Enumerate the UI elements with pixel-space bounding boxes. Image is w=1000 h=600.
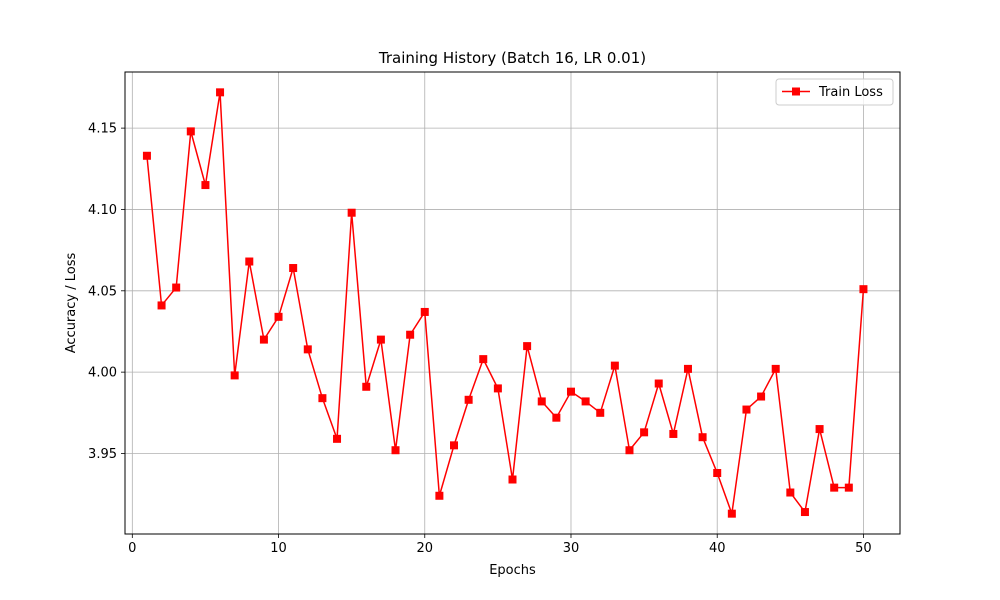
data-point [537,397,546,406]
data-point [230,371,239,380]
y-tick-label: 4.00 [88,366,117,381]
data-point [435,491,444,500]
data-point [318,394,327,403]
x-tick-label: 40 [709,541,726,556]
data-point [157,301,166,310]
data-point [625,446,634,455]
data-point [742,405,751,414]
data-point [844,483,853,492]
y-axis-label: Accuracy / Loss [64,253,79,354]
data-point [552,413,561,422]
series-layer [142,88,868,518]
data-point [274,312,283,321]
data-point [654,379,663,388]
data-point [391,446,400,455]
data-point [493,384,502,393]
data-point [216,88,225,97]
chart-title: Training History (Batch 16, LR 0.01) [378,49,646,67]
data-point [786,488,795,497]
data-point [581,397,590,406]
data-point [406,330,415,339]
data-point [610,361,619,370]
data-point [815,425,824,434]
data-point [420,307,429,316]
data-point [800,508,809,517]
legend-label-train-loss: Train Loss [818,85,883,100]
data-point [362,382,371,391]
data-point [303,345,312,354]
data-point [450,441,459,450]
data-point [757,392,766,401]
data-point [464,395,473,404]
data-point [566,387,575,396]
y-tick-label: 4.05 [88,284,117,299]
data-point [201,181,210,190]
data-point [347,208,356,217]
legend-box [775,78,894,106]
data-point [727,509,736,518]
data-point [259,335,268,344]
data-point [771,364,780,373]
data-point [508,475,517,484]
data-point [713,468,722,477]
data-point [830,483,839,492]
data-point [596,408,605,417]
data-point [333,434,342,443]
data-point [479,355,488,364]
axis-ticks: 0 10 20 30 40 50 3.95 4.00 4.05 4.10 4.15 [88,122,872,556]
data-point [683,364,692,373]
y-tick-label: 4.15 [88,122,117,137]
x-tick-label: 0 [128,541,136,556]
y-tick-label: 4.10 [88,203,117,218]
data-point [669,429,678,438]
legend: Train Loss [775,78,894,106]
x-tick-label: 20 [416,541,433,556]
x-tick-label: 30 [563,541,580,556]
data-point [523,342,532,351]
data-point [376,335,385,344]
y-tick-label: 3.95 [88,447,117,462]
legend-marker-train-loss [792,87,800,96]
data-point [859,285,868,294]
data-point [289,264,298,273]
data-point [698,433,707,442]
plot-frame [124,71,901,535]
x-axis-label: Epochs [489,563,536,578]
data-point [172,283,181,292]
x-tick-label: 10 [270,541,287,556]
data-point [640,428,649,437]
data-point [245,257,254,266]
data-point [142,151,151,160]
x-tick-label: 50 [855,541,872,556]
data-point [186,127,195,136]
